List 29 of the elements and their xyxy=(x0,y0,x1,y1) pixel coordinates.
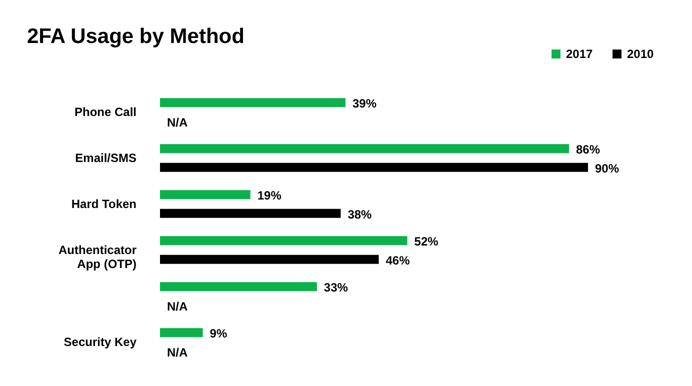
y-tick-label: Authenticator App (OTP) xyxy=(58,243,137,271)
data-label: 38% xyxy=(348,207,372,222)
bar xyxy=(160,236,408,246)
data-label: 46% xyxy=(386,253,410,268)
bar xyxy=(160,190,250,200)
bar xyxy=(160,328,203,338)
data-label: 52% xyxy=(414,234,439,249)
bar xyxy=(160,162,588,172)
bar xyxy=(160,282,317,292)
y-tick-label: Hard Token xyxy=(71,197,136,211)
data-label: 86% xyxy=(576,142,600,157)
text: N/A xyxy=(167,345,188,360)
legend-label: 2017 xyxy=(566,47,594,61)
chart-title: 2FA Usage by Method xyxy=(27,25,244,48)
bar xyxy=(160,254,379,264)
y-tick-label: Phone Call xyxy=(74,105,136,120)
data-label: 19% xyxy=(257,188,282,203)
text: N/A xyxy=(167,299,188,314)
bar xyxy=(160,98,346,108)
data-label: 33% xyxy=(324,280,348,295)
bar xyxy=(160,208,341,218)
bar xyxy=(160,144,569,154)
y-tick-label: Security Key xyxy=(64,334,137,349)
data-label: 39% xyxy=(352,96,377,111)
data-label: 9% xyxy=(210,326,228,341)
text: N/A xyxy=(167,115,188,130)
y-tick-label: Email/SMS xyxy=(75,151,136,166)
legend-label: 2010 xyxy=(627,47,654,61)
data-label: 90% xyxy=(595,161,620,176)
